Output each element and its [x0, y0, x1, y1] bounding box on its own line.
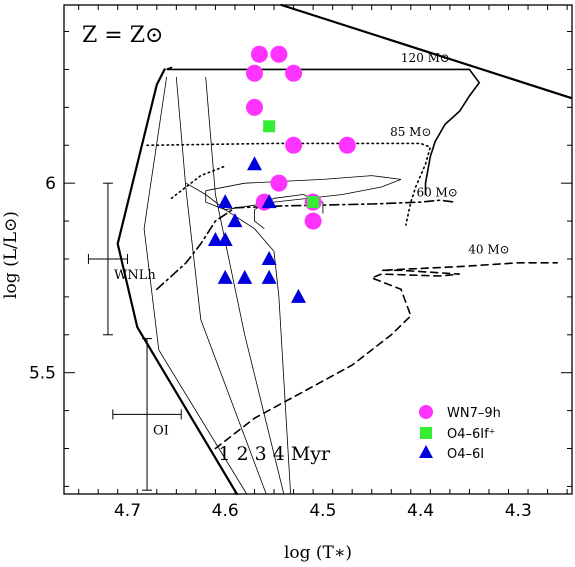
track-line: [280, 3, 573, 100]
track-label: 120 M⊙: [401, 51, 450, 65]
track-120-m: [166, 66, 481, 196]
point-oi: [237, 269, 253, 284]
error-bar-label: OI: [153, 423, 169, 438]
legend: WN7–9h O4–6If⁺ O4–6I: [419, 405, 501, 462]
track-loop: [254, 194, 324, 230]
error-bar-label: WNLh: [114, 268, 156, 283]
point-oi: [261, 269, 277, 284]
chart-labels: 120 M⊙ 85 M⊙ 60 M⊙ 40 M⊙ 1 2 3 4 Myr: [218, 51, 509, 465]
isochrone-2: [175, 76, 267, 495]
track-label: 60 M⊙: [416, 185, 457, 199]
legend-marker-wn: [419, 405, 433, 419]
isochrone-3: [205, 76, 285, 495]
error-bar-wnlh: WNLh: [87, 182, 156, 336]
plot-frame: [63, 4, 573, 495]
legend-marker-oi: [419, 445, 433, 458]
point-oi: [227, 213, 243, 228]
point-wn: [250, 45, 268, 63]
point-oi: [247, 156, 262, 171]
isochrone-1: [143, 76, 248, 495]
point-wn: [338, 136, 356, 154]
point-wn: [270, 45, 288, 63]
x-axis-title: log (T∗): [284, 543, 352, 563]
point-wn: [270, 174, 288, 192]
axis-ticks: 4.7 4.6 4.5 4.4 4.3 5.5 6: [29, 5, 572, 521]
point-wn: [285, 136, 303, 154]
track-40-m: [214, 261, 559, 450]
data-points: [207, 45, 356, 303]
age-annotation: 1 2 3 4 Myr: [218, 443, 331, 465]
point-oi: [207, 232, 223, 247]
point-oi: [290, 288, 306, 303]
y-tick-label: 6: [45, 174, 56, 194]
x-tick-label: 4.6: [212, 501, 239, 521]
x-tick-label: 4.5: [309, 501, 336, 521]
legend-label-oi: O4–6I: [447, 447, 484, 462]
point-oi: [217, 194, 233, 209]
x-tick-label: 4.7: [114, 501, 141, 521]
chart-title: Z = Z⊙: [82, 23, 163, 48]
error-bars: WNLh OI: [87, 182, 182, 491]
track-label: 85 M⊙: [390, 125, 431, 139]
track-line: [170, 165, 226, 200]
point-wn: [304, 212, 322, 230]
point-oi: [261, 194, 277, 209]
legend-label-of: O4–6If⁺: [447, 427, 496, 442]
x-tick-label: 4.3: [505, 501, 532, 521]
point-of: [307, 196, 320, 209]
legend-label-wn: WN7–9h: [447, 406, 501, 421]
point-oi: [217, 269, 233, 284]
point-oi: [261, 250, 277, 265]
x-tick-label: 4.4: [407, 501, 434, 521]
legend-marker-of: [420, 427, 432, 439]
point-of: [263, 120, 276, 133]
track-zams: [116, 68, 238, 496]
y-axis-title: log (L/L⊙): [1, 211, 21, 299]
point-oi: [217, 232, 233, 247]
y-tick-label: 5.5: [29, 364, 56, 384]
point-wn: [246, 64, 263, 82]
point-wn: [285, 64, 303, 82]
track-label: 40 M⊙: [468, 242, 509, 256]
point-wn: [246, 98, 263, 116]
error-bar-oi: OI: [112, 338, 182, 491]
